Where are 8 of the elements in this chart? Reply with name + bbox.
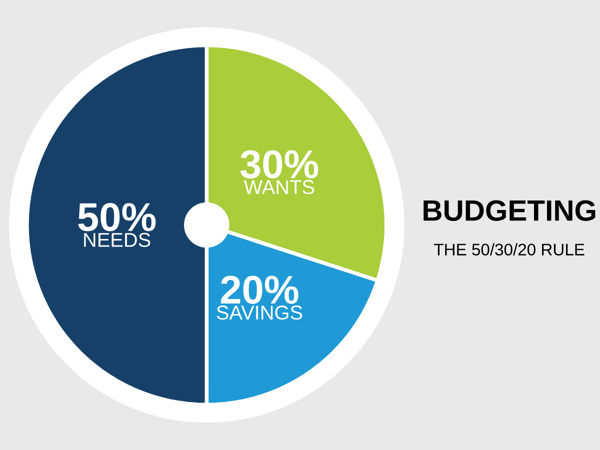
- data-label: 30%: [240, 150, 318, 178]
- data-label: 20%: [220, 276, 298, 304]
- slice-label: NEEDS: [84, 232, 150, 247]
- slice-label: WANTS: [244, 180, 314, 194]
- text: BUDGETING: [424, 200, 596, 221]
- slice-label: SAVINGS: [216, 306, 302, 320]
- data-label: 50%: [78, 203, 156, 232]
- text: THE 50/30/20 RULE: [434, 243, 584, 256]
